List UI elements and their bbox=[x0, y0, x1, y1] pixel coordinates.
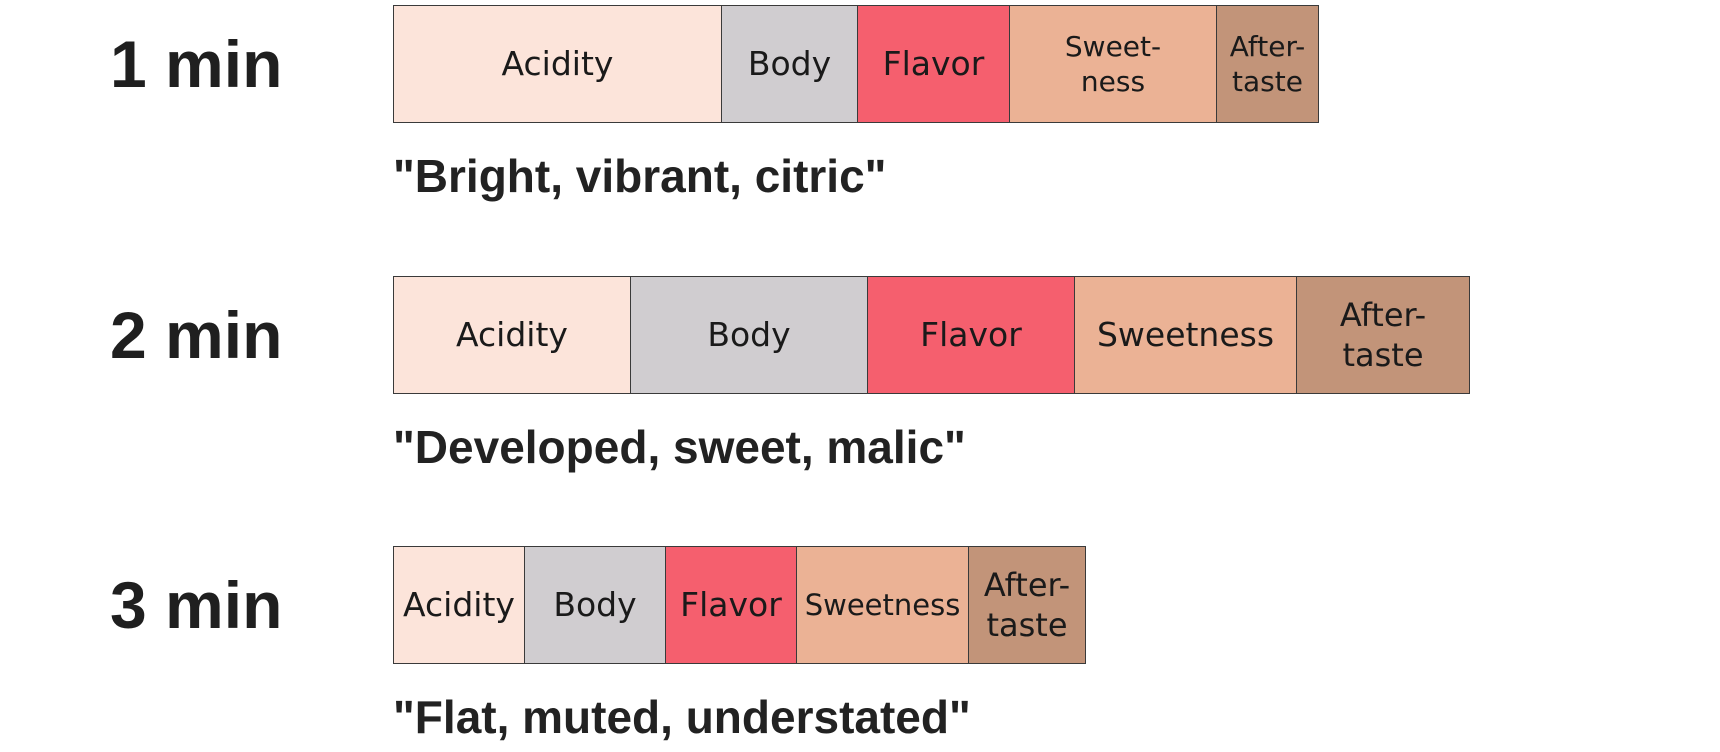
bar-segment-aftertaste: After- taste bbox=[1217, 6, 1318, 122]
bar-segment-acidity: Acidity bbox=[394, 6, 722, 122]
bar-segment-sweetness: Sweet- ness bbox=[1010, 6, 1217, 122]
stacked-bar: Acidity Body Flavor Sweetness After- taste bbox=[393, 276, 1470, 394]
bar-segment-flavor: Flavor bbox=[858, 6, 1010, 122]
bar-segment-aftertaste: After- taste bbox=[1297, 277, 1469, 393]
bar-segment-sweetness: Sweetness bbox=[797, 547, 969, 663]
stacked-bar: Acidity Body Flavor Sweetness After- taste bbox=[393, 546, 1086, 664]
bar-segment-body: Body bbox=[525, 547, 666, 663]
bar-segment-flavor: Flavor bbox=[868, 277, 1075, 393]
bar-segment-flavor: Flavor bbox=[666, 547, 797, 663]
row-descriptor: "Developed, sweet, malic" bbox=[393, 421, 966, 473]
row-label: 2 min bbox=[110, 298, 283, 372]
bar-segment-aftertaste: After- taste bbox=[969, 547, 1085, 663]
bar-segment-sweetness: Sweetness bbox=[1075, 277, 1297, 393]
row-label: 1 min bbox=[110, 27, 283, 101]
bar-segment-body: Body bbox=[631, 277, 868, 393]
bar-segment-body: Body bbox=[722, 6, 858, 122]
row-descriptor: "Bright, vibrant, citric" bbox=[393, 150, 887, 202]
stacked-bar: Acidity Body Flavor Sweet- ness After- taste bbox=[393, 5, 1319, 123]
row-descriptor: "Flat, muted, understated" bbox=[393, 691, 971, 743]
bar-segment-acidity: Acidity bbox=[394, 547, 525, 663]
row-label: 3 min bbox=[110, 568, 283, 642]
bar-segment-acidity: Acidity bbox=[394, 277, 631, 393]
